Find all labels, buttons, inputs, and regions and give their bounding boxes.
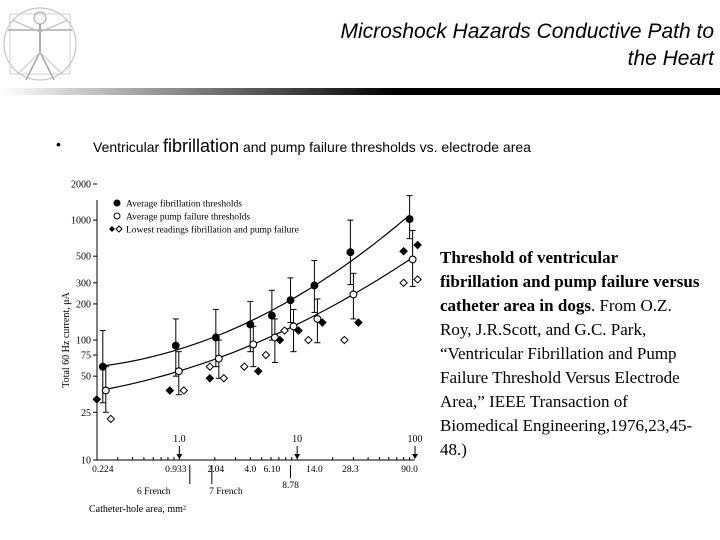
fibrillation-point — [211, 333, 220, 342]
fibrillation-point — [171, 341, 180, 350]
title-divider — [0, 88, 720, 95]
y-tick-label: 100 — [76, 336, 91, 347]
legend-marker — [109, 226, 115, 232]
y-tick-label: 1000 — [71, 216, 91, 227]
y-tick-label: 500 — [76, 252, 91, 263]
lowest-reading-point — [205, 373, 215, 383]
x-axis-title: Catheter-hole area, mm² — [89, 504, 186, 515]
lowest-reading-point — [354, 318, 363, 327]
x-tick-label: 0.933 — [165, 465, 187, 475]
axis-annotation: 8.78 — [282, 481, 299, 491]
lowest-reading-point — [106, 414, 116, 424]
pump-failure-point — [408, 255, 417, 264]
decade-label: 10 — [292, 434, 302, 445]
x-tick-label: 28.3 — [342, 465, 359, 475]
lowest-reading-point — [413, 275, 422, 284]
x-tick-label: 6.10 — [264, 465, 281, 475]
lowest-reading-point — [92, 395, 102, 404]
pump-failure-point — [289, 322, 298, 331]
x-tick-label: 4.0 — [244, 465, 256, 475]
lowest-reading-point — [205, 362, 215, 371]
title-line-1: Microshock Hazards Conductive Path to — [340, 20, 715, 43]
bullet-marker: • — [56, 136, 61, 152]
pump-failure-point — [349, 290, 358, 299]
fibrillation-point — [286, 296, 295, 305]
fibrillation-point — [405, 215, 414, 224]
legend-label: Average fibrillation thresholds — [126, 199, 242, 210]
lowest-reading-point — [275, 335, 285, 345]
bullet-pre: Ventricular — [93, 139, 164, 155]
pump-failure-point — [249, 340, 258, 349]
legend-label: Lowest readings fibrillation and pump fa… — [126, 225, 299, 236]
decade-label: 100 — [408, 434, 423, 445]
bullet-text: Ventricular fibrillation and pump failur… — [93, 136, 531, 157]
legend-marker — [115, 225, 123, 233]
y-tick-label: 2000 — [71, 180, 91, 191]
axis-annotation: 6 French — [137, 487, 171, 497]
pump-failure-point — [313, 314, 322, 323]
y-tick-label: 50 — [81, 372, 91, 383]
slide-title: Microshock Hazards Conductive Path to th… — [244, 18, 715, 72]
fibrillation-point — [310, 281, 319, 290]
lowest-reading-point — [179, 386, 189, 395]
vitruvian-logo — [3, 7, 77, 81]
y-axis-title: Total 60 Hz current, μA — [61, 291, 72, 387]
pump-failure-point — [214, 354, 223, 363]
lowest-reading-point — [294, 326, 303, 335]
lowest-reading-point — [399, 278, 408, 288]
lowest-reading-point — [399, 246, 408, 256]
lowest-reading-point — [239, 362, 249, 371]
x-tick-label: 90.0 — [401, 465, 418, 475]
axis-annotation: 7 French — [209, 487, 243, 497]
caption-rest: . From O.Z. Roy, J.R.Scott, and G.C. Par… — [440, 296, 693, 459]
y-tick-label: 10 — [81, 456, 91, 467]
y-tick-label: 200 — [76, 299, 91, 310]
legend-marker — [113, 212, 121, 220]
lowest-reading-point — [304, 335, 313, 345]
bullet-emphasis: fibrillation — [163, 136, 240, 156]
bullet-post: and pump failure thresholds vs. electrod… — [239, 139, 531, 155]
decade-arrow — [176, 454, 183, 459]
title-line-2: the Heart — [627, 47, 714, 70]
x-tick-label: 14.0 — [306, 465, 323, 475]
legend-marker — [113, 199, 121, 207]
pump-failure-point — [101, 386, 110, 395]
decade-label: 1.0 — [173, 434, 186, 445]
lowest-reading-point — [253, 366, 263, 376]
fibrillation-point — [346, 248, 355, 257]
lowest-reading-point — [280, 326, 289, 335]
y-tick-label: 75 — [81, 351, 91, 362]
lowest-reading-point — [165, 386, 175, 395]
lowest-reading-point — [413, 240, 422, 250]
lowest-reading-point — [219, 373, 229, 383]
lowest-reading-point — [261, 350, 271, 360]
fibrillation-point — [267, 311, 276, 320]
legend-label: Average pump failure thresholds — [126, 212, 250, 223]
y-tick-label: 300 — [76, 278, 91, 289]
y-tick-label: 25 — [81, 408, 91, 419]
lowest-reading-point — [340, 335, 349, 345]
pump-failure-point — [174, 367, 183, 376]
x-tick-label: 0.224 — [92, 465, 114, 475]
decade-arrow — [412, 454, 418, 459]
fibrillation-curve — [102, 214, 410, 367]
figure-caption: Threshold of ventricular fibrillation an… — [440, 246, 700, 462]
caption-bold: Threshold of ventricular fibrillation an… — [440, 248, 700, 315]
lowest-reading-point — [318, 318, 327, 327]
x-tick-label: 2.04 — [208, 465, 225, 475]
decade-arrow — [294, 454, 301, 459]
